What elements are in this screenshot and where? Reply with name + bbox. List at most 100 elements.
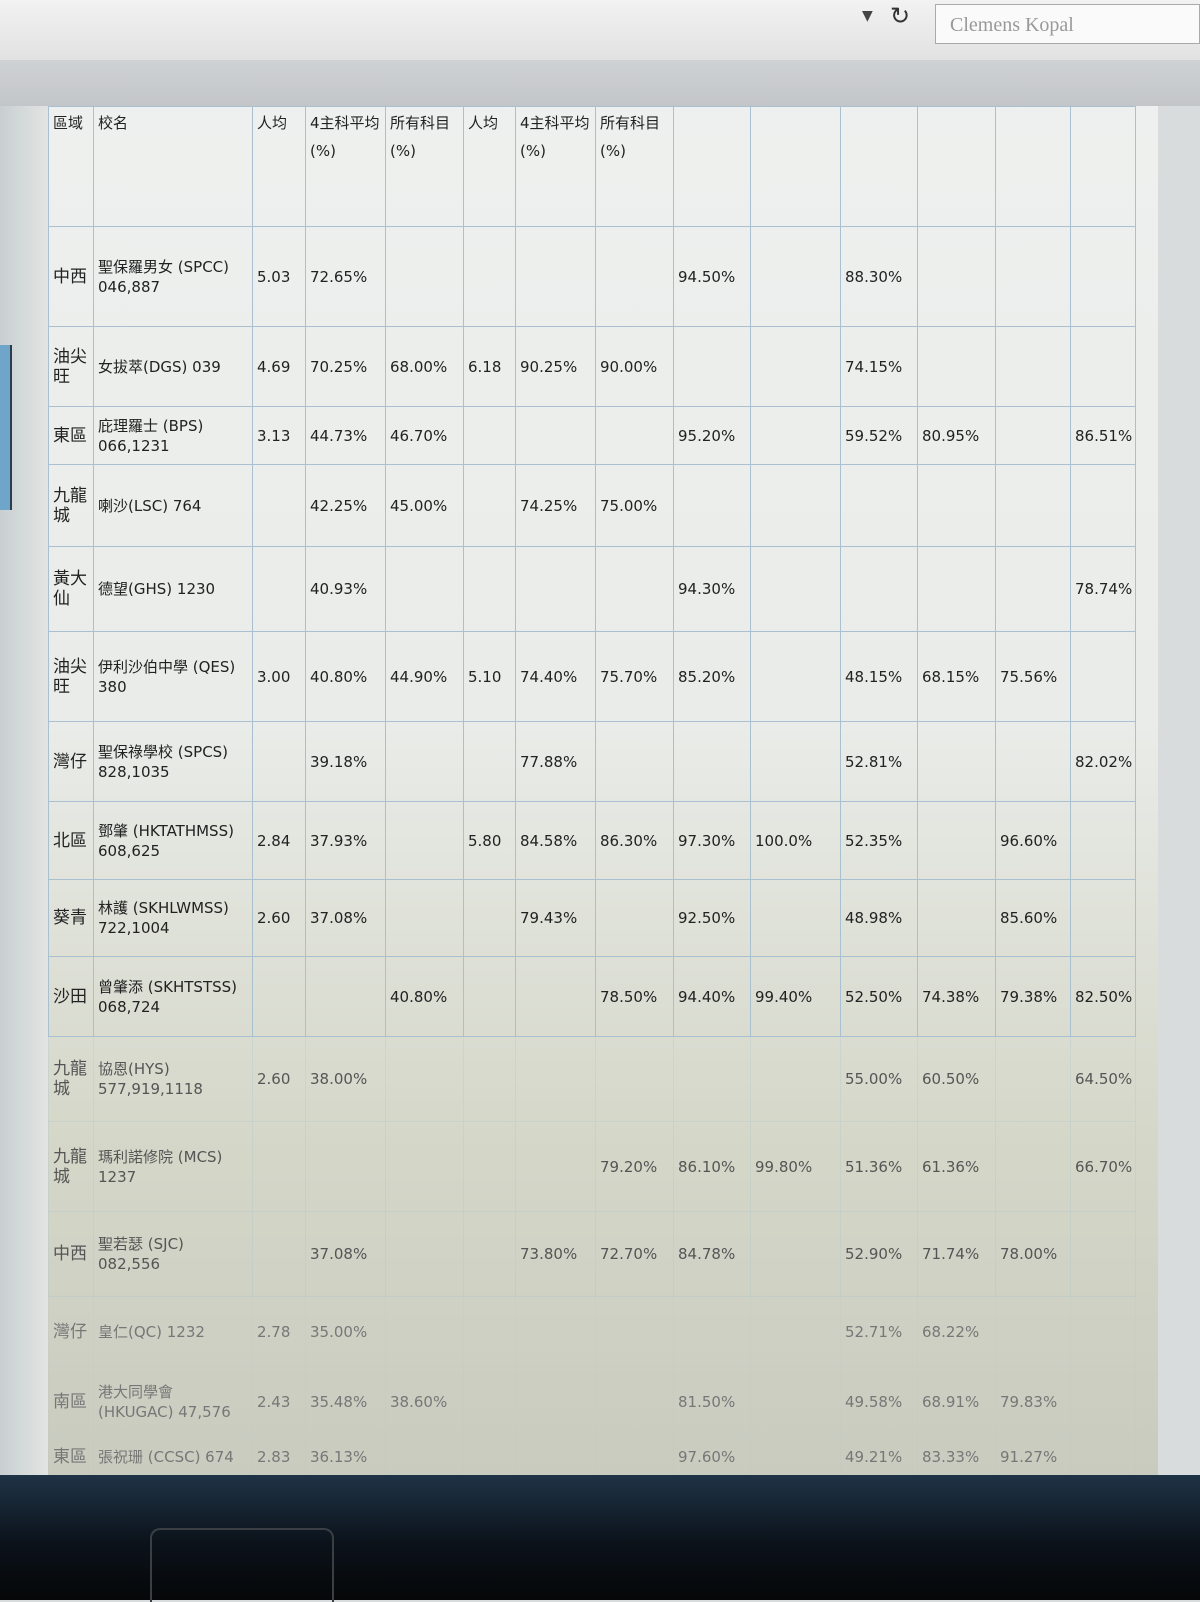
value-cell: 52.81% — [840, 721, 918, 802]
column-header — [917, 106, 996, 227]
value-cell: 40.80% — [385, 956, 464, 1037]
value-cell: 84.78% — [673, 1211, 751, 1297]
value-cell: 84.58% — [515, 801, 596, 880]
region-cell: 東區 — [48, 406, 94, 465]
value-cell — [673, 1036, 751, 1122]
value-cell — [1070, 1296, 1136, 1367]
browser-toolbar: ▼ ↻ Clemens Kopal — [0, 0, 1200, 61]
value-cell — [917, 464, 996, 547]
value-cell — [595, 1296, 674, 1367]
search-input[interactable]: Clemens Kopal — [935, 4, 1200, 44]
table-row: 中西 聖若瑟 (SJC) 082,556 37.08% 73.80% 72.70% 84.… — [48, 1211, 1136, 1297]
table-header-row: 區域 校名 人均 4主科平均(%) 所有科目(%) 人均 4主科平均(%) 所有科目(%) — [48, 106, 1136, 227]
value-cell — [995, 326, 1071, 407]
value-cell: 73.80% — [515, 1211, 596, 1297]
value-cell — [385, 1036, 464, 1122]
value-cell: 40.80% — [305, 631, 386, 722]
value-cell — [385, 226, 464, 327]
value-cell — [515, 1436, 596, 1476]
value-cell — [995, 546, 1071, 632]
value-cell: 40.93% — [305, 546, 386, 632]
school-name-cell: 港大同學會 (HKUGAC) 47,576 — [93, 1366, 253, 1437]
value-cell: 79.83% — [995, 1366, 1071, 1437]
value-cell: 79.20% — [595, 1121, 674, 1212]
value-cell — [1070, 631, 1136, 722]
value-cell — [1070, 326, 1136, 407]
value-cell: 44.90% — [385, 631, 464, 722]
table-row: 九龍城 喇沙(LSC) 764 42.25% 45.00% 74.25% 75.00% — [48, 464, 1136, 547]
value-cell: 48.15% — [840, 631, 918, 722]
school-name-cell: 伊利沙伯中學 (QES) 380 — [93, 631, 253, 722]
value-cell: 82.02% — [1070, 721, 1136, 802]
value-cell: 82.50% — [1070, 956, 1136, 1037]
table-row: 中西 聖保羅男女 (SPCC) 046,887 5.03 72.65% 94.50% 88… — [48, 226, 1136, 327]
table-row: 黃大仙 德望(GHS) 1230 40.93% 94.30% 78.74% — [48, 546, 1136, 632]
monitor-bezel — [0, 1475, 1200, 1600]
value-cell: 4.69 — [252, 326, 306, 407]
value-cell: 5.10 — [463, 631, 516, 722]
value-cell — [995, 464, 1071, 547]
value-cell — [515, 1036, 596, 1122]
column-header: 區域 — [48, 106, 94, 227]
value-cell: 94.50% — [673, 226, 751, 327]
background-window — [0, 345, 12, 510]
value-cell: 2.60 — [252, 1036, 306, 1122]
value-cell — [595, 721, 674, 802]
value-cell: 68.91% — [917, 1366, 996, 1437]
value-cell — [595, 226, 674, 327]
region-cell: 南區 — [48, 1366, 94, 1437]
value-cell — [1070, 1211, 1136, 1297]
value-cell: 5.80 — [463, 801, 516, 880]
value-cell: 37.93% — [305, 801, 386, 880]
value-cell — [515, 226, 596, 327]
value-cell — [1070, 879, 1136, 957]
school-name-cell: 庇理羅士 (BPS) 066,1231 — [93, 406, 253, 465]
value-cell — [995, 1121, 1071, 1212]
value-cell: 39.18% — [305, 721, 386, 802]
school-name-cell: 協恩(HYS) 577,919,1118 — [93, 1036, 253, 1122]
value-cell — [252, 1121, 306, 1212]
value-cell — [995, 721, 1071, 802]
value-cell: 97.60% — [673, 1436, 751, 1476]
value-cell — [995, 1296, 1071, 1367]
refresh-icon[interactable]: ↻ — [890, 2, 911, 30]
region-cell: 北區 — [48, 801, 94, 880]
value-cell: 2.43 — [252, 1366, 306, 1437]
chevron-down-icon[interactable]: ▼ — [862, 8, 873, 24]
value-cell — [463, 1036, 516, 1122]
table-row: 九龍城 協恩(HYS) 577,919,1118 2.60 38.00% 55.00% 6… — [48, 1036, 1136, 1122]
value-cell — [515, 1121, 596, 1212]
value-cell — [750, 326, 841, 407]
value-cell: 79.43% — [515, 879, 596, 957]
table-row: 東區 庇理羅士 (BPS) 066,1231 3.13 44.73% 46.70% 95.… — [48, 406, 1136, 465]
value-cell — [385, 1436, 464, 1476]
value-cell — [917, 226, 996, 327]
value-cell — [995, 1036, 1071, 1122]
table-row: 沙田 曾肇添 (SKHTSTSS) 068,724 40.80% 78.50% 94.4… — [48, 956, 1136, 1037]
value-cell: 45.00% — [385, 464, 464, 547]
column-header: 人均 — [463, 106, 516, 227]
value-cell: 85.20% — [673, 631, 751, 722]
value-cell: 48.98% — [840, 879, 918, 957]
value-cell — [463, 879, 516, 957]
value-cell: 91.27% — [995, 1436, 1071, 1476]
value-cell — [463, 1436, 516, 1476]
value-cell: 70.25% — [305, 326, 386, 407]
region-cell: 黃大仙 — [48, 546, 94, 632]
value-cell — [840, 546, 918, 632]
column-header: 人均 — [252, 106, 306, 227]
value-cell — [252, 1211, 306, 1297]
table-row: 九龍城 瑪利諾修院 (MCS) 1237 79.20% 86.10% 99.80% 51.… — [48, 1121, 1136, 1212]
value-cell — [463, 1121, 516, 1212]
value-cell: 72.70% — [595, 1211, 674, 1297]
value-cell — [673, 721, 751, 802]
value-cell: 92.50% — [673, 879, 751, 957]
value-cell: 94.30% — [673, 546, 751, 632]
region-cell: 九龍城 — [48, 464, 94, 547]
value-cell — [750, 1036, 841, 1122]
school-name-cell: 喇沙(LSC) 764 — [93, 464, 253, 547]
value-cell: 5.03 — [252, 226, 306, 327]
value-cell: 2.78 — [252, 1296, 306, 1367]
value-cell — [917, 801, 996, 880]
value-cell: 37.08% — [305, 1211, 386, 1297]
